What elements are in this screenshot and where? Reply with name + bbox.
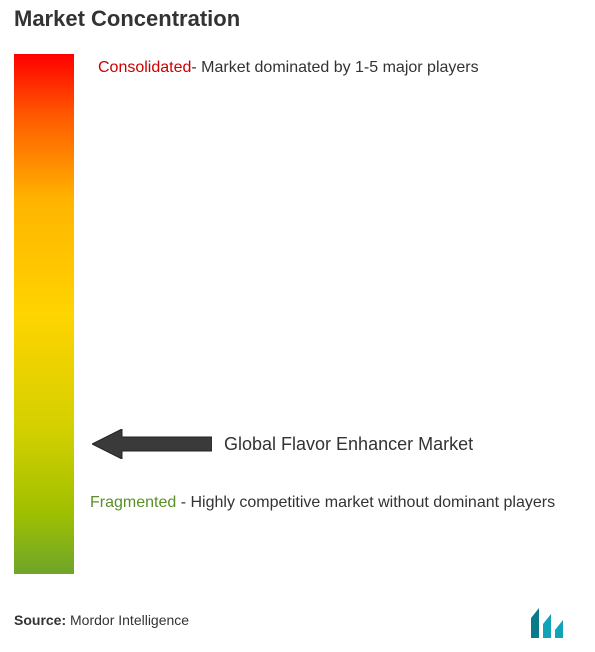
consolidated-label: Consolidated- Market dominated by 1-5 ma… — [98, 56, 581, 80]
mordor-logo-icon — [529, 604, 579, 638]
consolidated-keyword: Consolidated — [98, 59, 191, 76]
arrow-left-icon — [92, 429, 212, 459]
source-line: Source: Mordor Intelligence — [14, 612, 189, 628]
fragmented-text: - Highly competitive market without domi… — [176, 494, 555, 511]
fragmented-label: Fragmented - Highly competitive market w… — [90, 488, 581, 518]
source-value: Mordor Intelligence — [70, 612, 189, 628]
chart-title: Market Concentration — [14, 6, 240, 32]
concentration-gradient-bar — [14, 54, 74, 574]
market-position-marker: Global Flavor Enhancer Market — [92, 429, 473, 459]
consolidated-text: - Market dominated by 1-5 major players — [191, 59, 478, 76]
fragmented-keyword: Fragmented — [90, 494, 176, 511]
market-name-label: Global Flavor Enhancer Market — [224, 434, 473, 455]
source-label: Source: — [14, 612, 66, 628]
